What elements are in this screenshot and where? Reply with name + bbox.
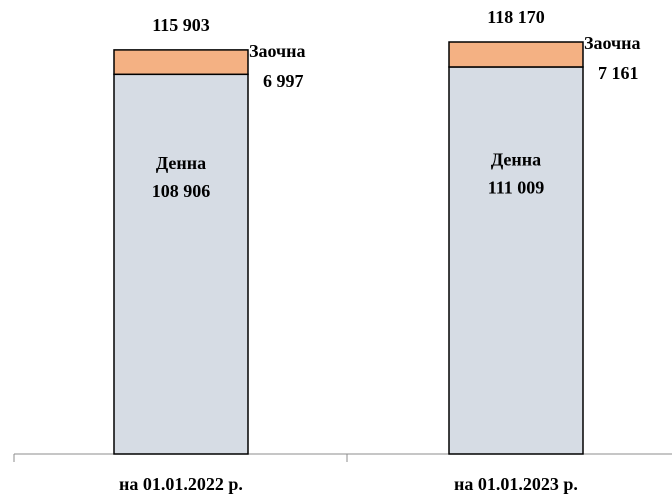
series-name-label: Денна [156,153,206,173]
data-label: 6 997 [263,71,304,91]
x-tick-label: на 01.01.2023 р. [454,474,578,494]
x-tick-label: на 01.01.2022 р. [119,474,243,494]
series-name-label: Заочна [584,33,641,53]
series-name-label: Заочна [249,41,306,61]
data-label: 108 906 [152,181,211,201]
data-label: 7 161 [598,63,639,83]
series-name-label: Денна [491,149,541,169]
data-label: 111 009 [488,177,545,197]
bar-segment-denna [448,66,584,455]
bar-segment-zaochna [448,41,584,68]
bar-segment-zaochna [113,49,249,76]
total-label: 118 170 [487,7,545,27]
bars-group [113,41,584,455]
labels-group: 115 903 Денна 108 906 Заочна 6 997 на 01.01.2… [119,7,641,494]
bar-segment-denna [113,73,249,455]
total-label: 115 903 [152,15,210,35]
